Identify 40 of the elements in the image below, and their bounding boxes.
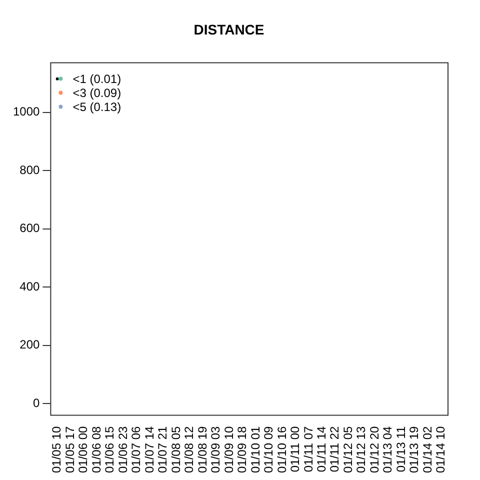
x-tick-label: 01/14 10 bbox=[434, 426, 448, 474]
x-tick-label: 01/06 15 bbox=[102, 426, 117, 474]
x-tick-label: 01/11 07 bbox=[301, 426, 316, 472]
x-tick-label: 01/06 08 bbox=[89, 426, 104, 474]
x-tick-label: 01/07 06 bbox=[129, 426, 144, 474]
x-tick-label: 01/13 11 bbox=[394, 426, 408, 472]
x-tick-label: 01/06 23 bbox=[116, 426, 130, 474]
chart-title: DISTANCE bbox=[194, 21, 264, 38]
y-tick-label: 400 bbox=[20, 279, 40, 294]
x-tick-label: 01/10 01 bbox=[248, 426, 262, 474]
x-tick-label: 01/09 18 bbox=[235, 426, 250, 474]
x-tick-label: 01/06 00 bbox=[76, 426, 90, 474]
x-tick-label: 01/05 17 bbox=[62, 426, 77, 474]
x-tick-label: 01/11 00 bbox=[288, 426, 302, 472]
x-tick-label: 01/13 04 bbox=[380, 426, 395, 474]
x-tick-label: 01/12 05 bbox=[340, 426, 355, 474]
y-tick-label: 600 bbox=[20, 221, 40, 236]
x-tick-label: 01/09 03 bbox=[208, 426, 223, 474]
x-tick-label: 01/12 20 bbox=[367, 426, 382, 474]
legend-label: <3 (0.09) bbox=[72, 86, 122, 100]
x-tick-label: 01/08 05 bbox=[168, 426, 183, 474]
y-tick-label: 0 bbox=[33, 396, 40, 410]
x-tick-label: 01/07 14 bbox=[142, 426, 156, 474]
x-tick-label: 01/11 14 bbox=[314, 426, 328, 472]
x-tick-label: 01/09 10 bbox=[222, 426, 236, 474]
y-tick-label: 1000 bbox=[12, 104, 40, 119]
x-tick-label: 01/05 10 bbox=[50, 426, 64, 474]
x-tick-label: 01/10 09 bbox=[262, 426, 276, 474]
legend-label: <5 (0.13) bbox=[72, 100, 122, 114]
x-tick-label: 01/08 19 bbox=[195, 426, 210, 474]
y-tick-label: 200 bbox=[20, 338, 40, 352]
x-tick-label: 01/07 21 bbox=[156, 426, 170, 474]
x-tick-label: 01/08 12 bbox=[182, 426, 196, 474]
x-tick-label: 01/14 02 bbox=[420, 426, 434, 474]
legend-label: <1 (0.01) bbox=[72, 72, 122, 86]
x-tick-label: 01/12 13 bbox=[354, 426, 368, 474]
x-tick-label: 01/13 19 bbox=[407, 426, 422, 474]
x-tick-label: 01/11 22 bbox=[328, 426, 342, 472]
x-tick-label: 01/10 16 bbox=[274, 426, 289, 474]
y-tick-label: 800 bbox=[20, 162, 40, 177]
